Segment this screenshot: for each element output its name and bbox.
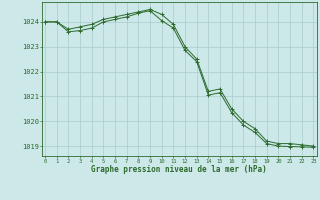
X-axis label: Graphe pression niveau de la mer (hPa): Graphe pression niveau de la mer (hPa): [91, 165, 267, 174]
